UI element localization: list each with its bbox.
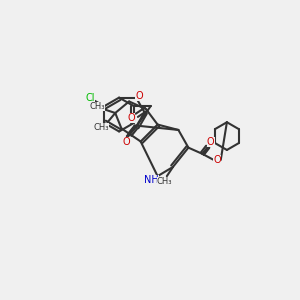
Text: O: O <box>128 112 135 123</box>
Text: O: O <box>207 137 214 147</box>
Text: CH₃: CH₃ <box>90 102 105 111</box>
Text: CH₃: CH₃ <box>157 177 172 186</box>
Text: CH₃: CH₃ <box>94 123 109 132</box>
Text: O: O <box>213 155 221 165</box>
Text: O: O <box>135 91 143 101</box>
Text: Cl: Cl <box>85 93 94 103</box>
Text: NH: NH <box>144 175 159 185</box>
Text: O: O <box>122 136 130 147</box>
